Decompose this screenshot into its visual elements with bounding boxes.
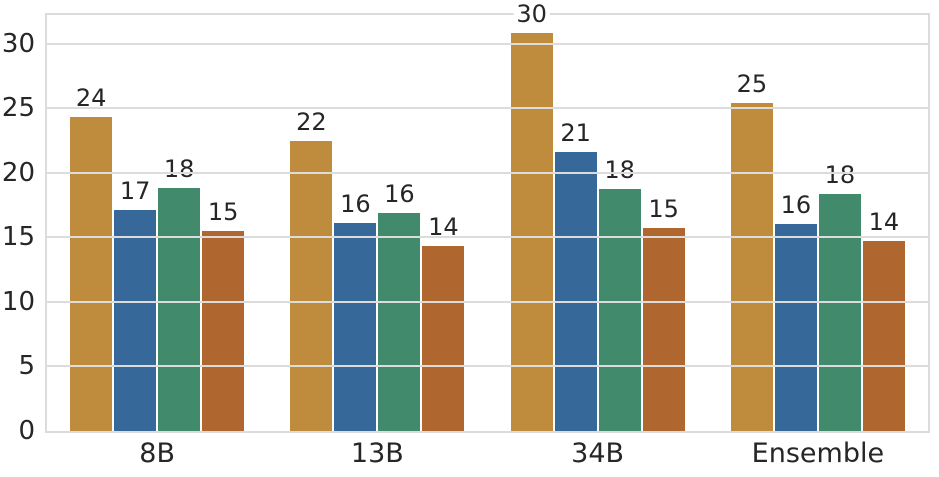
bar-group-34b: 30 21 18 15 — [488, 0, 708, 431]
bar-value-label: 15 — [645, 195, 682, 222]
bar-groups-container: 24 17 18 15 22 16 16 14 30 21 18 15 25 16 18 14 — [47, 0, 928, 431]
gridline-y-5 — [47, 365, 928, 368]
bar-series-rust-13b: 14 — [422, 214, 465, 431]
y-axis-tick-label: 15 — [1, 222, 35, 253]
y-axis-tick-label: 25 — [1, 93, 35, 124]
bar-series-rust-ensemble: 14 — [862, 209, 905, 431]
gridline-y-20 — [47, 171, 928, 174]
bar-value-label: 18 — [821, 162, 859, 189]
x-axis-category-label: 34B — [571, 438, 625, 469]
bar-series-rust-8b: 15 — [202, 198, 245, 431]
bar-series-gold-ensemble: 25 — [730, 71, 773, 431]
bar-series-green-13b: 16 — [378, 180, 421, 431]
gridline-y-10 — [47, 300, 928, 303]
bar-group-13b: 22 16 16 14 — [267, 15, 487, 431]
bar-value-label: 25 — [733, 71, 771, 98]
x-axis-category-label: 8B — [139, 438, 175, 469]
bar-series-gold-13b: 22 — [290, 108, 333, 431]
y-axis-tick-label: 10 — [1, 286, 35, 317]
bar-series-green-8b: 18 — [158, 155, 201, 431]
gridline-y-15 — [47, 236, 928, 239]
plot-area: 24 17 18 15 22 16 16 14 30 21 18 15 25 16 18 14 0 5 10 15 2… — [2, 0, 930, 467]
bar-value-label: 16 — [381, 180, 418, 207]
y-axis-tick-label: 5 — [18, 351, 35, 382]
bar-value-label: 30 — [513, 0, 550, 27]
bar-series-green-ensemble: 18 — [818, 162, 861, 431]
bar-value-label: 16 — [777, 192, 815, 219]
bar-series-blue-ensemble: 16 — [774, 192, 817, 431]
y-axis-tick-label: 20 — [1, 157, 35, 188]
bar-value-label: 18 — [160, 155, 198, 182]
bar-series-gold-34b: 30 — [510, 0, 553, 431]
bar-series-gold-8b: 24 — [70, 85, 113, 431]
bar-value-label: 16 — [337, 191, 374, 218]
bar-group-8b: 24 17 18 15 — [47, 15, 267, 431]
bar-value-label: 17 — [116, 178, 154, 205]
y-axis-tick-label: 30 — [1, 28, 35, 59]
bar-value-label: 14 — [425, 214, 462, 241]
bar-group-ensemble: 25 16 18 14 — [708, 15, 928, 431]
bar-series-blue-8b: 17 — [114, 178, 157, 431]
bar-series-blue-34b: 21 — [554, 120, 597, 431]
bar-value-label: 24 — [72, 85, 110, 112]
bar-series-rust-34b: 15 — [642, 195, 685, 431]
x-axis-category-label: Ensemble — [751, 438, 885, 469]
bar-series-blue-13b: 16 — [334, 191, 377, 431]
bar-series-green-34b: 18 — [598, 157, 641, 431]
y-axis-tick-label: 0 — [18, 416, 35, 446]
gridline-y-30 — [47, 42, 928, 45]
x-axis-category-label: 13B — [350, 438, 404, 469]
bar-value-label: 14 — [865, 209, 903, 236]
bar-value-label: 22 — [293, 108, 330, 135]
bar-value-label: 18 — [601, 157, 638, 183]
bar-value-label: 21 — [557, 120, 594, 147]
bar-value-label: 15 — [204, 198, 242, 225]
gridline-y-25 — [47, 107, 928, 110]
